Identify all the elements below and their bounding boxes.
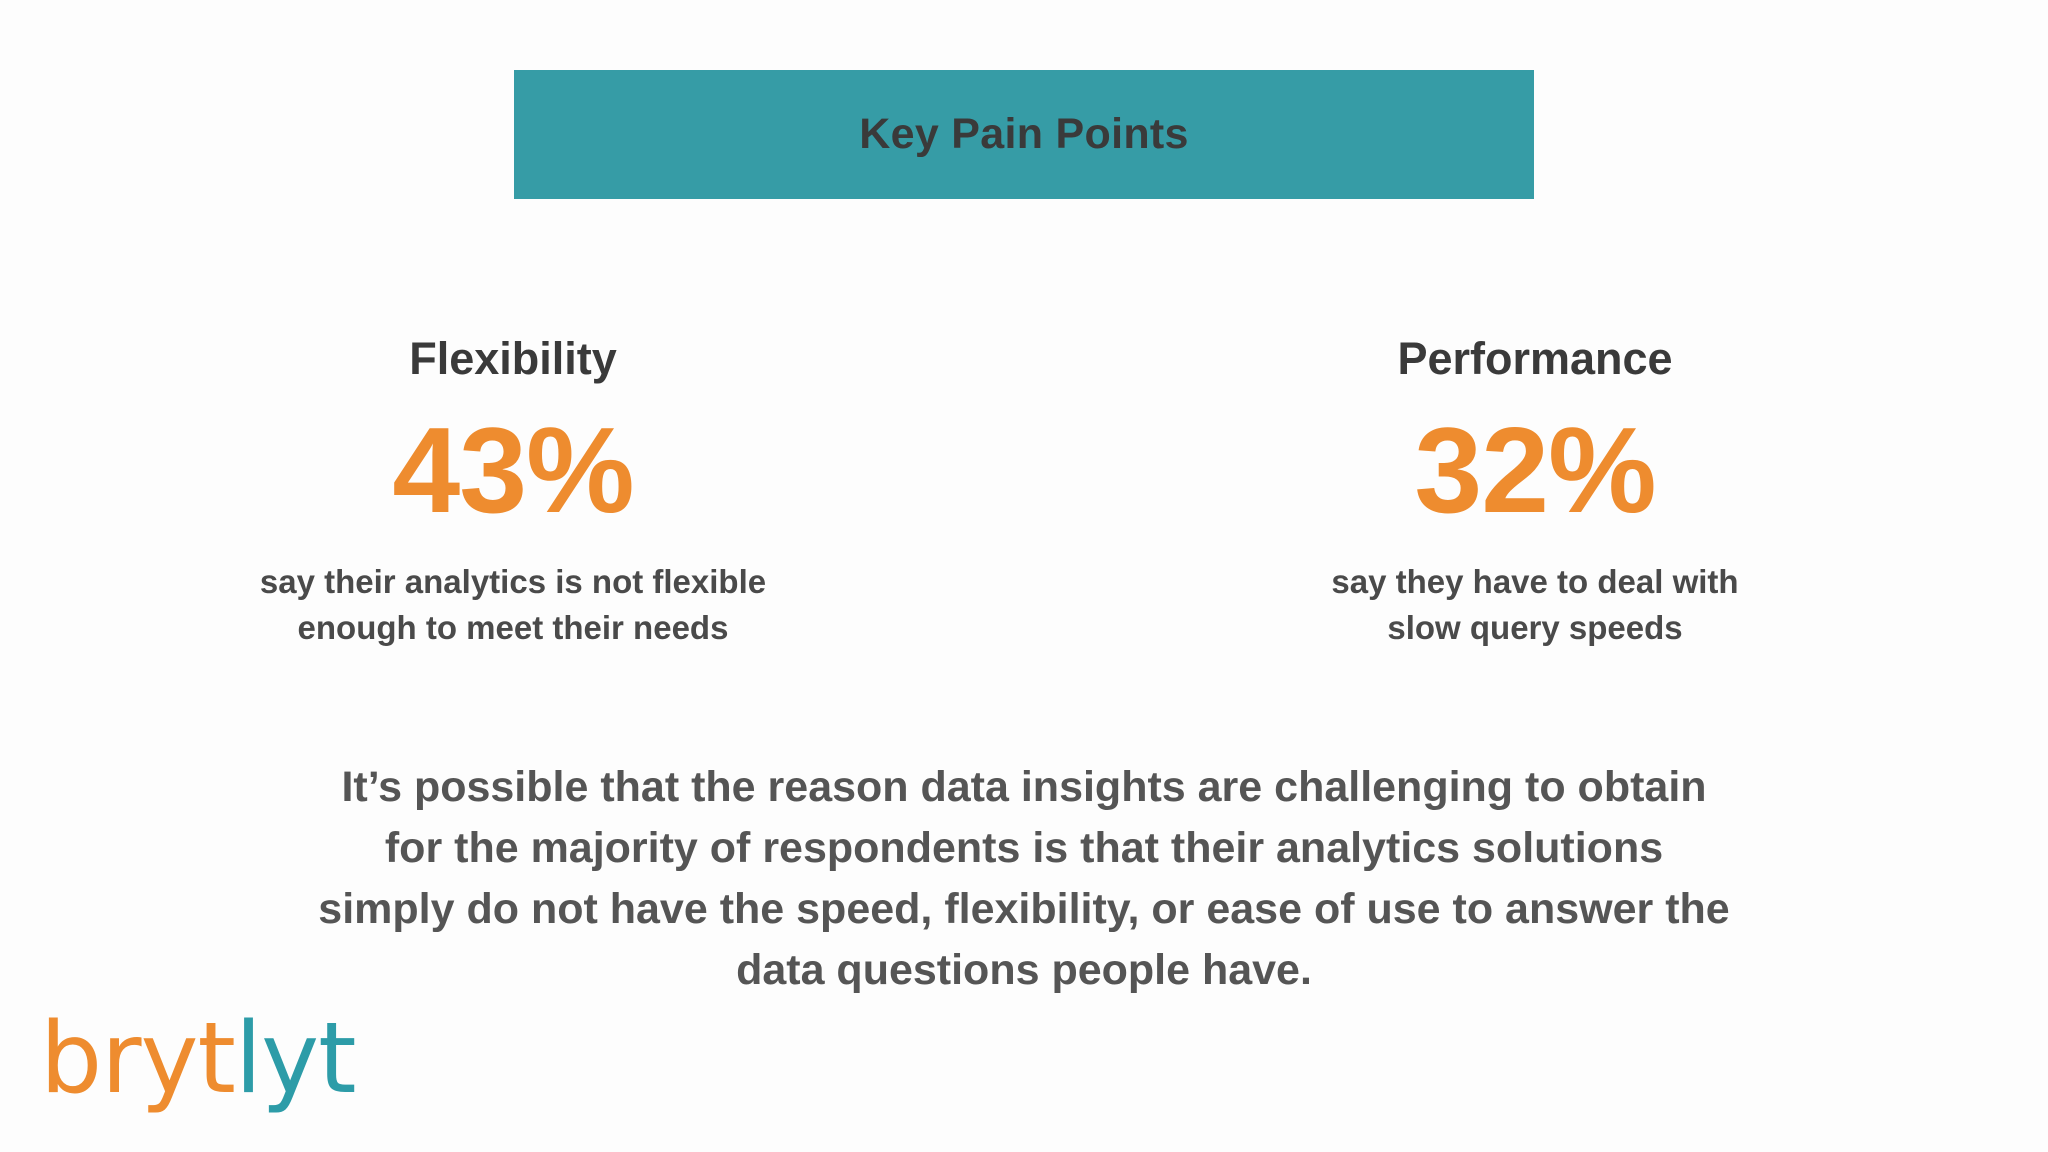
- stat-description-line: slow query speeds: [1387, 609, 1683, 646]
- body-line: for the majority of respondents is that …: [384, 824, 1664, 872]
- brytlyt-logo: brytlyt: [40, 1010, 357, 1108]
- body-line: data questions people have.: [736, 946, 1312, 994]
- logo-part-teal: lyt: [234, 1002, 357, 1116]
- slide-title: Key Pain Points: [859, 110, 1189, 158]
- stat-value: 32%: [1414, 402, 1656, 538]
- stat-description-line: enough to meet their needs: [297, 609, 729, 646]
- stat-heading: Flexibility: [409, 333, 617, 384]
- stat-description: say they have to deal with slow query sp…: [1225, 559, 1845, 651]
- body-line: It’s possible that the reason data insig…: [341, 763, 1707, 811]
- body-line: simply do not have the speed, flexibilit…: [318, 885, 1730, 933]
- title-banner: Key Pain Points: [514, 70, 1534, 199]
- stat-description-line: say they have to deal with: [1331, 563, 1739, 600]
- stat-heading: Performance: [1397, 333, 1673, 384]
- body-paragraph: It’s possible that the reason data insig…: [224, 757, 1824, 1001]
- logo-part-orange: bryt: [40, 1002, 236, 1116]
- stat-value: 43%: [392, 402, 634, 538]
- stat-description-line: say their analytics is not flexible: [259, 563, 767, 600]
- stat-description: say their analytics is not flexible enou…: [203, 559, 823, 651]
- stat-performance: Performance 32% say they have to deal wi…: [1225, 330, 1845, 651]
- stat-flexibility: Flexibility 43% say their analytics is n…: [203, 330, 823, 651]
